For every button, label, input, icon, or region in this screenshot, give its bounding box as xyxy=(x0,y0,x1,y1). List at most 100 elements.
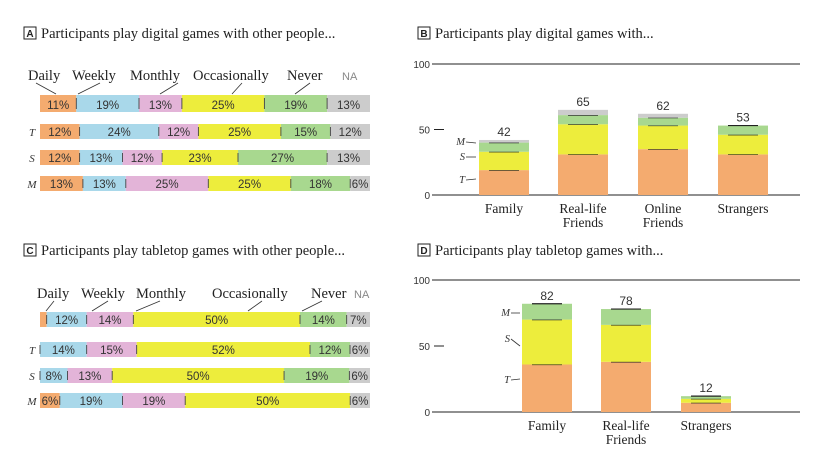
bar-segment-t xyxy=(601,361,651,412)
bar-segment-never xyxy=(284,368,350,383)
stacked-bar: 53 Strangers xyxy=(718,111,769,216)
legend-occasionally: Occasionally xyxy=(193,68,269,84)
segment-label: 12% xyxy=(318,345,341,357)
bar-segment-occasionally xyxy=(133,312,300,327)
segment-label: 6% xyxy=(352,345,369,357)
segment-label: 15% xyxy=(294,127,317,139)
bar-segment-weekly xyxy=(76,95,139,112)
annotation-letter: T xyxy=(459,175,466,186)
legend-weekly: Weekly xyxy=(81,286,126,302)
series-annotation-t: T xyxy=(459,175,477,186)
bar-segment-s xyxy=(681,398,731,403)
row-label-T: T xyxy=(29,127,36,139)
legend-leader-line xyxy=(77,82,101,95)
legend-monthly: Monthly xyxy=(136,286,187,302)
panel-b-chart: 05010042Family65Real-lifeFriends62Online… xyxy=(413,60,800,230)
legend-monthly: Monthly xyxy=(130,68,181,84)
legend-na: NA xyxy=(342,71,358,83)
bar-segment-daily xyxy=(40,95,77,112)
annotation-pointer xyxy=(510,378,521,381)
segment-label: 13% xyxy=(90,153,113,165)
legend-never: Never xyxy=(311,286,347,302)
segment-label: 52% xyxy=(212,345,235,357)
bar-segment-monthly xyxy=(139,95,182,112)
segment-label: 12% xyxy=(55,315,78,327)
bar-segment-occasionally xyxy=(162,150,238,165)
stacked-bar: 12 Strangers xyxy=(681,381,732,433)
segment-label: 14% xyxy=(98,315,121,327)
segment-label: 12% xyxy=(48,153,71,165)
segment-label: 27% xyxy=(271,153,294,165)
bar-segment-s xyxy=(558,124,608,155)
legend-leader-line xyxy=(231,82,243,95)
bar-total-label: 53 xyxy=(736,111,750,125)
segment-label: 13% xyxy=(93,179,116,191)
bar-segment-na xyxy=(479,139,529,143)
series-annotation-m: M xyxy=(500,308,520,319)
panel-badge-letter: C xyxy=(26,246,33,257)
bar-segment-occasionally xyxy=(185,393,351,408)
series-annotation-s: S xyxy=(505,334,521,347)
segment-label: 11% xyxy=(47,100,69,112)
bar-segment-never xyxy=(310,342,350,357)
bar-segment-na xyxy=(350,176,370,191)
panel-title-d: D Participants play tabletop games with..… xyxy=(417,243,663,259)
segment-label: 7% xyxy=(350,315,367,327)
panel-c-chart: Daily Weekly Monthly Occasionally Never NA 12%… xyxy=(26,286,370,408)
bar-segment-m xyxy=(522,303,572,320)
legend-daily: Daily xyxy=(37,286,70,302)
panel-badge xyxy=(23,243,37,257)
bar-segment-m xyxy=(558,115,608,125)
segment-label: 25% xyxy=(156,179,179,191)
bar-total-label: 42 xyxy=(497,125,511,139)
annotation-letter: M xyxy=(500,308,511,319)
bar-segment-m xyxy=(601,309,651,325)
row-label-M: M xyxy=(26,179,37,191)
y-tick-label: 100 xyxy=(413,60,430,71)
bar-segment-weekly xyxy=(46,312,87,327)
bar-segment-occasionally xyxy=(198,124,281,139)
bar-row: M 13% 13% 25% 25% 18% 6% xyxy=(26,176,370,191)
legend-leader-line xyxy=(301,300,323,312)
legend-leader-line xyxy=(91,300,109,312)
bar-segment-occasionally xyxy=(136,342,310,357)
legend-leader-line xyxy=(159,82,179,95)
legend-daily: Daily xyxy=(28,68,61,84)
bar-row: M 6% 19% 19% 50% 6% xyxy=(26,393,370,408)
category-label: Real-life xyxy=(602,418,649,433)
annotation-letter: S xyxy=(460,152,466,163)
segment-label: 15% xyxy=(100,345,123,357)
row-label-S: S xyxy=(29,153,35,165)
y-tick-label: 0 xyxy=(424,191,430,202)
bar-total-label: 12 xyxy=(699,381,713,395)
bar-segment-weekly xyxy=(79,150,123,165)
annotation-pointer xyxy=(465,178,477,181)
legend-leader-line xyxy=(135,300,161,312)
bar-segment-occasionally xyxy=(112,368,285,383)
panel-badge-letter: B xyxy=(420,29,427,40)
bar-segment-daily xyxy=(40,176,83,191)
category-label: Friends xyxy=(606,432,647,447)
bar-segment-never xyxy=(300,312,347,327)
bar-row: S 12% 13% 12% 23% 27% 13% xyxy=(29,150,370,165)
annotation-letter: T xyxy=(504,375,511,386)
bar-segment-weekly xyxy=(79,124,159,139)
segment-label: 13% xyxy=(337,153,360,165)
category-label: Friends xyxy=(563,215,604,230)
bar-segment-na xyxy=(350,393,370,408)
bar-segment-monthly xyxy=(158,124,199,139)
category-label: Strangers xyxy=(718,201,769,216)
bar-segment-m xyxy=(681,396,731,399)
bar-segment-occasionally xyxy=(181,95,265,112)
row-label-T: T xyxy=(29,345,36,357)
bar-segment-never xyxy=(264,95,328,112)
bar-row: T 14% 15% 52% 12% 6% xyxy=(29,342,370,357)
row-label-S: S xyxy=(29,371,35,383)
legend-na: NA xyxy=(354,289,370,301)
annotation-letter: M xyxy=(455,137,466,148)
segment-label: 6% xyxy=(351,371,368,383)
stacked-bar: 82 Family xyxy=(522,289,572,433)
segment-label: 25% xyxy=(212,100,235,112)
y-tick-label: 50 xyxy=(419,126,431,137)
annotation-pointer xyxy=(510,338,521,347)
